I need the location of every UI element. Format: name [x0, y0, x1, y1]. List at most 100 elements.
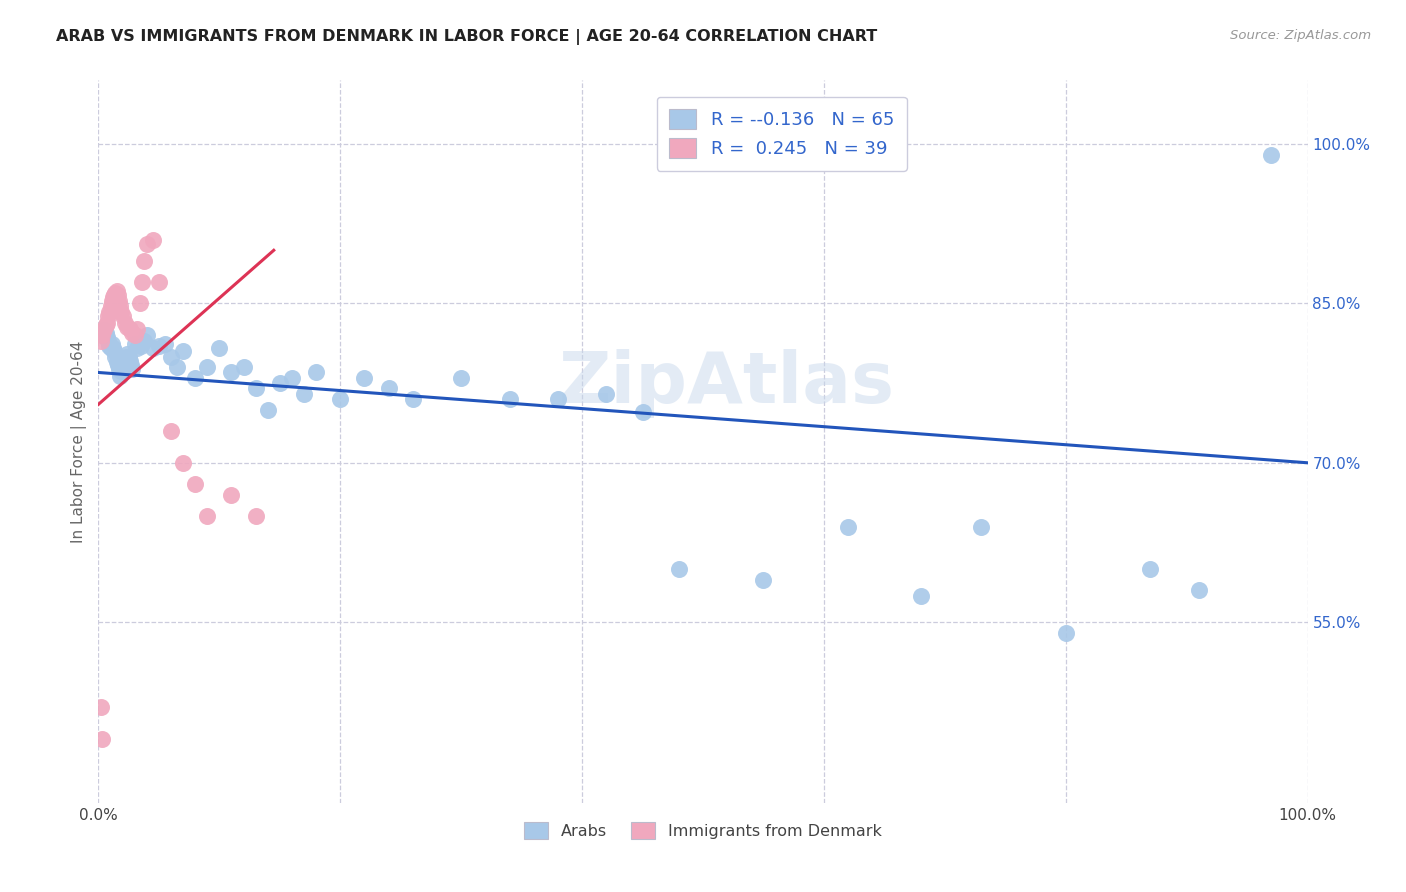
Point: [90, 334, 112, 348]
Point: [117, 319, 139, 334]
Point: [1188, 583, 1211, 598]
Point: [166, 360, 188, 375]
Point: [108, 294, 131, 309]
Point: [269, 376, 291, 390]
Point: [127, 341, 149, 355]
Point: [111, 360, 134, 375]
Point: [103, 288, 125, 302]
Point: [107, 358, 129, 372]
Point: [172, 456, 194, 470]
Point: [117, 347, 139, 361]
Point: [124, 336, 146, 351]
Point: [195, 508, 218, 523]
Point: [160, 424, 183, 438]
Legend: Arabs, Immigrants from Denmark: Arabs, Immigrants from Denmark: [517, 815, 889, 846]
Point: [120, 358, 142, 372]
Point: [93, 322, 115, 336]
Point: [110, 305, 132, 319]
Point: [93, 323, 115, 337]
Point: [402, 392, 425, 406]
Point: [329, 392, 352, 406]
Point: [110, 364, 132, 378]
Point: [108, 299, 131, 313]
Point: [97, 334, 120, 348]
Point: [118, 353, 141, 368]
Point: [134, 254, 156, 268]
Point: [90, 700, 112, 714]
Point: [245, 381, 267, 395]
Point: [114, 351, 136, 366]
Point: [135, 236, 157, 251]
Point: [114, 316, 136, 330]
Point: [129, 339, 152, 353]
Text: Source: ZipAtlas.com: Source: ZipAtlas.com: [1230, 29, 1371, 42]
Point: [450, 371, 472, 385]
Point: [127, 322, 149, 336]
Point: [91, 324, 114, 338]
Point: [221, 488, 243, 502]
Point: [105, 284, 128, 298]
Point: [142, 233, 165, 247]
Point: [1260, 147, 1282, 161]
Point: [121, 362, 143, 376]
Point: [148, 275, 170, 289]
Point: [112, 355, 135, 369]
Point: [91, 328, 114, 343]
Point: [94, 326, 117, 341]
Point: [305, 366, 328, 380]
Point: [208, 341, 231, 355]
Point: [135, 328, 157, 343]
Point: [94, 318, 117, 332]
Point: [107, 288, 129, 302]
Point: [1054, 625, 1077, 640]
Point: [91, 732, 114, 747]
Point: [142, 341, 165, 355]
Point: [98, 305, 121, 319]
Point: [153, 336, 176, 351]
Point: [134, 334, 156, 348]
Point: [108, 368, 131, 383]
Point: [245, 508, 267, 523]
Point: [108, 362, 131, 376]
Point: [172, 344, 194, 359]
Point: [124, 328, 146, 343]
Point: [131, 275, 153, 289]
Point: [115, 350, 138, 364]
Point: [910, 589, 932, 603]
Point: [221, 366, 243, 380]
Point: [837, 519, 859, 533]
Point: [498, 392, 520, 406]
Point: [970, 519, 993, 533]
Y-axis label: In Labor Force | Age 20-64: In Labor Force | Age 20-64: [72, 341, 87, 542]
Point: [105, 355, 128, 369]
Text: ZipAtlas: ZipAtlas: [560, 350, 896, 418]
Point: [100, 336, 122, 351]
Point: [96, 316, 118, 330]
Point: [111, 309, 134, 323]
Point: [96, 330, 118, 344]
Point: [128, 296, 150, 310]
Point: [160, 350, 183, 364]
Point: [148, 339, 170, 353]
Point: [377, 381, 399, 395]
Point: [98, 339, 121, 353]
Point: [1139, 562, 1161, 576]
Point: [281, 371, 304, 385]
Point: [353, 371, 375, 385]
Point: [752, 573, 775, 587]
Point: [121, 326, 143, 341]
Point: [668, 562, 690, 576]
Point: [100, 294, 122, 309]
Point: [292, 386, 315, 401]
Point: [256, 402, 278, 417]
Text: ARAB VS IMMIGRANTS FROM DENMARK IN LABOR FORCE | AGE 20-64 CORRELATION CHART: ARAB VS IMMIGRANTS FROM DENMARK IN LABOR…: [56, 29, 877, 45]
Point: [631, 405, 654, 419]
Point: [232, 360, 254, 375]
Point: [101, 341, 124, 355]
Point: [100, 299, 122, 313]
Point: [100, 341, 122, 355]
Point: [118, 350, 141, 364]
Point: [547, 392, 569, 406]
Point: [195, 360, 218, 375]
Point: [104, 350, 127, 364]
